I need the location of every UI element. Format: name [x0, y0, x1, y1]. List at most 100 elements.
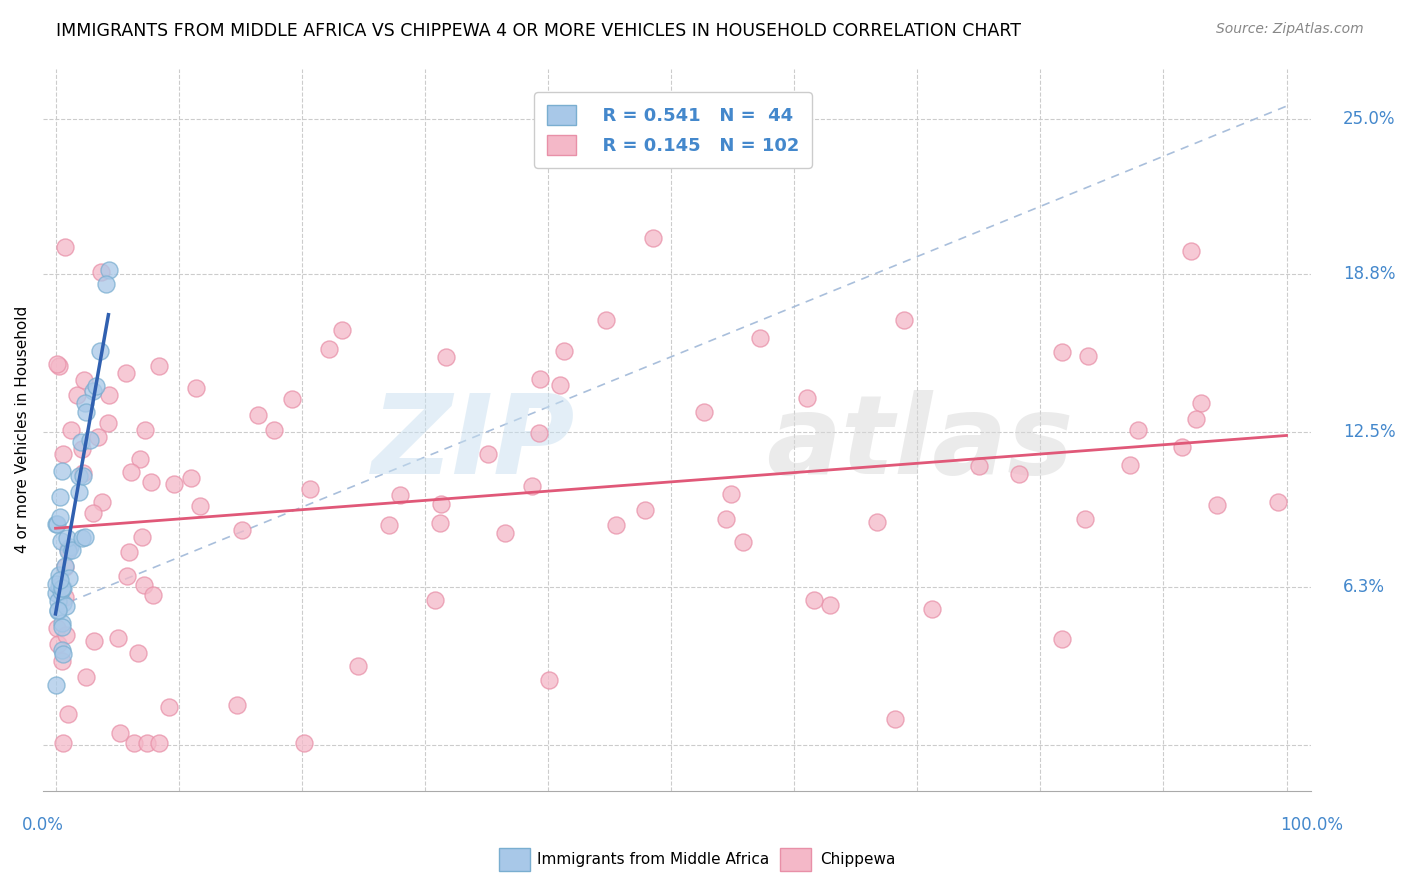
- Point: [97, 416, 120, 430]
- Point: [494, 525, 516, 540]
- Point: [67, 484, 90, 499]
- Point: [90, 265, 112, 279]
- Text: atlas: atlas: [766, 391, 1073, 498]
- Point: [51, 642, 73, 657]
- Legend:   R = 0.541   N =  44,   R = 0.145   N = 102: R = 0.541 N = 44, R = 0.145 N = 102: [534, 92, 813, 168]
- Point: [529, 372, 551, 386]
- Text: 12.5%: 12.5%: [1343, 423, 1396, 441]
- Point: [51, 616, 73, 631]
- Point: [98, 263, 121, 277]
- Point: [720, 487, 742, 501]
- Point: [51, 584, 73, 599]
- Point: [53, 591, 76, 605]
- Point: [157, 700, 180, 714]
- Text: 100.0%: 100.0%: [1279, 815, 1343, 834]
- Point: [84, 379, 107, 393]
- Point: [52, 596, 75, 610]
- Point: [633, 503, 655, 517]
- Point: [1050, 632, 1073, 646]
- Point: [55, 532, 77, 546]
- Point: [53, 560, 76, 574]
- Point: [818, 598, 841, 612]
- Point: [134, 423, 156, 437]
- Point: [90, 494, 112, 508]
- Point: [131, 530, 153, 544]
- Point: [55, 627, 77, 641]
- Point: [45, 516, 67, 531]
- Point: [548, 377, 571, 392]
- Point: [58, 542, 80, 557]
- Point: [136, 736, 159, 750]
- Point: [803, 593, 825, 607]
- Point: [45, 678, 67, 692]
- Point: [52, 647, 75, 661]
- Point: [51, 581, 73, 595]
- Point: [115, 568, 138, 582]
- Point: [477, 446, 499, 460]
- Point: [60, 542, 83, 557]
- Point: [51, 447, 73, 461]
- Point: [866, 515, 889, 529]
- Point: [70, 531, 93, 545]
- Point: [553, 344, 575, 359]
- Point: [538, 673, 561, 688]
- Point: [330, 323, 353, 337]
- Point: [86, 430, 108, 444]
- Point: [595, 313, 617, 327]
- Point: [72, 466, 94, 480]
- Point: [129, 451, 152, 466]
- Point: [967, 458, 990, 473]
- Point: [142, 588, 165, 602]
- Point: [75, 530, 97, 544]
- Point: [75, 670, 97, 684]
- Point: [53, 240, 76, 254]
- Point: [45, 576, 67, 591]
- Point: [72, 442, 94, 457]
- Point: [731, 534, 754, 549]
- Point: [693, 405, 716, 419]
- Point: [56, 544, 79, 558]
- Point: [318, 343, 340, 357]
- Point: [1074, 512, 1097, 526]
- Point: [388, 488, 411, 502]
- Point: [423, 592, 446, 607]
- Point: [52, 581, 75, 595]
- Point: [281, 392, 304, 406]
- Point: [120, 465, 142, 479]
- Point: [1119, 458, 1142, 473]
- Point: [45, 586, 67, 600]
- Text: Source: ZipAtlas.com: Source: ZipAtlas.com: [1216, 22, 1364, 37]
- Point: [893, 313, 915, 327]
- Point: [70, 435, 93, 450]
- Point: [89, 343, 111, 358]
- Point: [190, 499, 212, 513]
- Point: [1008, 467, 1031, 482]
- Point: [73, 374, 96, 388]
- Point: [796, 391, 818, 405]
- Point: [748, 331, 770, 345]
- Point: [66, 388, 89, 402]
- Point: [378, 517, 401, 532]
- Point: [263, 424, 285, 438]
- Point: [226, 698, 249, 712]
- Y-axis label: 4 or more Vehicles in Household: 4 or more Vehicles in Household: [15, 306, 30, 553]
- Text: 6.3%: 6.3%: [1343, 579, 1385, 597]
- Text: Chippewa: Chippewa: [820, 853, 896, 867]
- Point: [162, 476, 184, 491]
- Point: [141, 475, 163, 489]
- Point: [52, 736, 75, 750]
- Point: [48, 579, 70, 593]
- Text: 25.0%: 25.0%: [1343, 110, 1395, 128]
- Point: [45, 516, 67, 531]
- Point: [1077, 349, 1099, 363]
- Point: [46, 357, 69, 371]
- Point: [58, 571, 80, 585]
- Point: [107, 631, 129, 645]
- Point: [883, 712, 905, 726]
- Point: [46, 594, 69, 608]
- Point: [1171, 440, 1194, 454]
- Point: [1126, 423, 1149, 437]
- Point: [49, 509, 72, 524]
- Point: [1267, 495, 1289, 509]
- Point: [127, 646, 149, 660]
